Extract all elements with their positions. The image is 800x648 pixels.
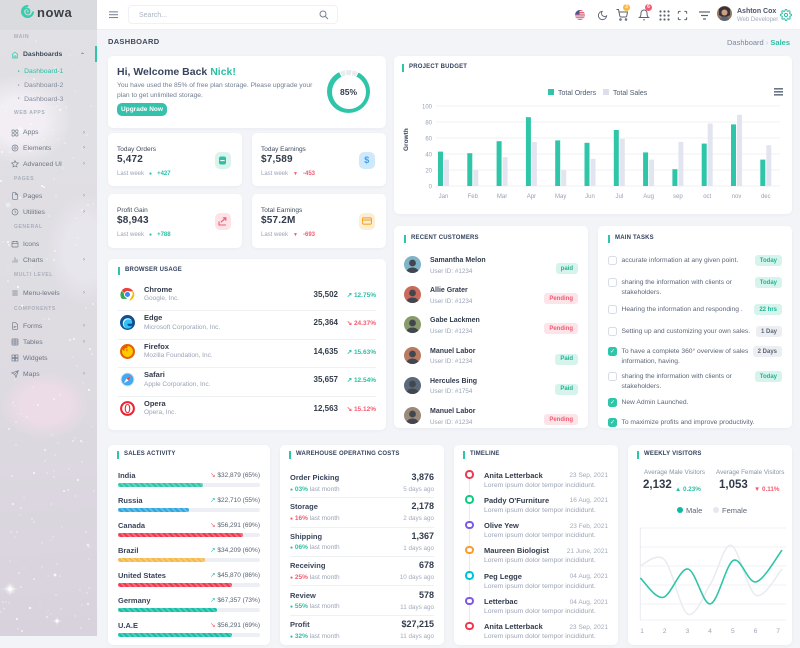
svg-text:0: 0: [429, 185, 433, 191]
svg-text:Apr: Apr: [527, 194, 536, 200]
svg-text:100: 100: [422, 105, 433, 111]
svg-text:5: 5: [731, 628, 735, 635]
svg-text:oct: oct: [703, 194, 711, 200]
svg-text:Mar: Mar: [497, 194, 507, 200]
svg-text:Jun: Jun: [585, 194, 595, 200]
svg-text:Jul: Jul: [615, 194, 623, 200]
svg-text:Aug: Aug: [643, 194, 654, 200]
svg-text:dec: dec: [761, 194, 771, 200]
svg-text:40: 40: [425, 153, 432, 159]
svg-text:1: 1: [640, 628, 644, 635]
svg-text:80: 80: [425, 121, 432, 127]
svg-text:Growth: Growth: [403, 128, 410, 151]
svg-text:Total Orders: Total Orders: [558, 90, 597, 97]
svg-text:Jan: Jan: [439, 194, 449, 200]
svg-text:7: 7: [776, 628, 780, 635]
svg-text:6: 6: [754, 628, 758, 635]
svg-text:60: 60: [425, 137, 432, 143]
svg-text:Total Sales: Total Sales: [613, 90, 648, 97]
svg-text:3: 3: [686, 628, 690, 635]
svg-text:4: 4: [708, 628, 712, 635]
svg-text:Feb: Feb: [468, 194, 479, 200]
svg-text:sep: sep: [673, 194, 683, 200]
svg-text:nov: nov: [732, 194, 742, 200]
svg-text:2: 2: [663, 628, 667, 635]
svg-text:May: May: [555, 194, 566, 200]
svg-text:20: 20: [425, 169, 432, 175]
